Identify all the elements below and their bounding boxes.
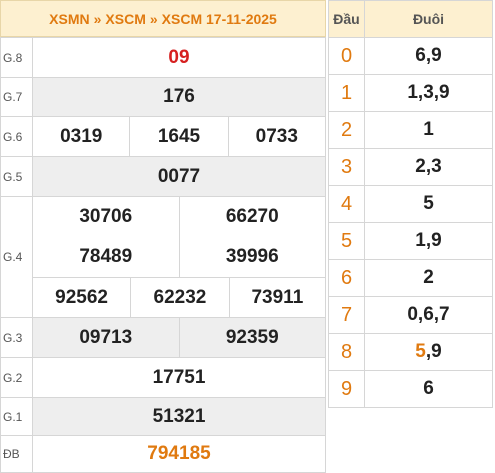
- prize-number: 176: [32, 77, 326, 117]
- prize-row-g6: G.6 0319 1645 0733: [0, 116, 326, 157]
- loto-tail: 2,3: [364, 148, 493, 186]
- prize-row-g2: G.2 17751: [0, 357, 326, 398]
- prize-row-g1: G.1 51321: [0, 397, 326, 436]
- prize-number: 0319: [60, 125, 103, 147]
- loto-head-column-title: Đầu: [328, 0, 365, 38]
- loto-row: 7 0,6,7: [328, 296, 493, 334]
- breadcrumb-separator: »: [149, 10, 158, 27]
- loto-tail-rest: ,9: [425, 341, 442, 362]
- loto-tail-highlight: 5: [415, 341, 426, 362]
- loto-head: 5: [328, 222, 365, 260]
- prize-row-g7: G.7 176: [0, 77, 326, 117]
- breadcrumb: XSMN » XSCM » XSCM 17-11-2025: [0, 0, 326, 37]
- prize-number: 1645: [129, 117, 229, 156]
- loto-tail: 6,9: [364, 37, 493, 75]
- prize-number: 39996: [178, 237, 325, 277]
- loto-head: 2: [328, 111, 365, 149]
- loto-tail: 5,9: [364, 333, 493, 371]
- loto-head: 3: [328, 148, 365, 186]
- prize-row-special: ĐB 794185: [0, 435, 326, 473]
- loto-head: 0: [328, 37, 365, 75]
- loto-row: 8 5,9: [328, 333, 493, 371]
- loto-head: 4: [328, 185, 365, 223]
- loto-tail: 1: [364, 111, 493, 149]
- loto-tail: 1,9: [364, 222, 493, 260]
- breadcrumb-separator: »: [93, 10, 102, 27]
- results-table: G.8 09 G.7 176 G.6 0319 1645 0733 G.5 00…: [0, 37, 326, 473]
- prize-number: 30706: [79, 206, 133, 227]
- prize-number: 92359: [178, 318, 325, 357]
- loto-head: 6: [328, 259, 365, 297]
- loto-tail: 0,6,7: [364, 296, 493, 334]
- prize-number: 09713: [79, 326, 133, 348]
- prize-row-g4: G.4 30706 66270 78489 39996 92562 62232 …: [0, 196, 326, 318]
- loto-head: 1: [328, 74, 365, 112]
- breadcrumb-xsmn[interactable]: XSMN: [49, 10, 90, 27]
- prize-label: G.1: [0, 397, 33, 436]
- prize-label: G.8: [0, 37, 33, 78]
- prize-number: 0077: [32, 156, 326, 197]
- loto-row: 1 1,3,9: [328, 74, 493, 112]
- loto-tail: 2: [364, 259, 493, 297]
- loto-head: 7: [328, 296, 365, 334]
- breadcrumb-xscm[interactable]: XSCM: [105, 10, 146, 27]
- prize-label: G.3: [0, 317, 33, 358]
- prize-label: G.2: [0, 357, 33, 398]
- prize-number: 51321: [32, 397, 326, 436]
- loto-row: 0 6,9: [328, 37, 493, 75]
- loto-row: 3 2,3: [328, 148, 493, 186]
- special-prize-number: 794185: [32, 435, 326, 473]
- prize-row-g8: G.8 09: [0, 37, 326, 78]
- breadcrumb-current[interactable]: XSCM 17-11-2025: [161, 10, 277, 27]
- loto-head: 8: [328, 333, 365, 371]
- prize-number: 92562: [55, 286, 108, 308]
- prize-row-g3: G.3 09713 92359: [0, 317, 326, 358]
- loto-tail: 1,3,9: [364, 74, 493, 112]
- prize-number: 17751: [32, 357, 326, 398]
- prize-number: 62232: [130, 277, 230, 317]
- results-panel: XSMN » XSCM » XSCM 17-11-2025 G.8 09 G.7…: [0, 0, 326, 473]
- loto-tail-column-title: Đuôi: [364, 0, 493, 38]
- loto-tail: 5: [364, 185, 493, 223]
- prize-label: G.7: [0, 77, 33, 117]
- loto-head: 9: [328, 370, 365, 408]
- prize-label: ĐB: [0, 435, 33, 473]
- prize-number: 78489: [79, 246, 133, 267]
- prize-label: G.5: [0, 156, 33, 197]
- prize-number: 09: [32, 37, 326, 78]
- loto-tail: 6: [364, 370, 493, 408]
- loto-row: 5 1,9: [328, 222, 493, 260]
- prize-row-g5: G.5 0077: [0, 156, 326, 197]
- prize-number: 73911: [228, 277, 325, 317]
- prize-number: 66270: [178, 197, 325, 237]
- prize-number: 0733: [227, 117, 325, 156]
- prize-label: G.6: [0, 116, 33, 157]
- prize-label: G.4: [0, 196, 33, 318]
